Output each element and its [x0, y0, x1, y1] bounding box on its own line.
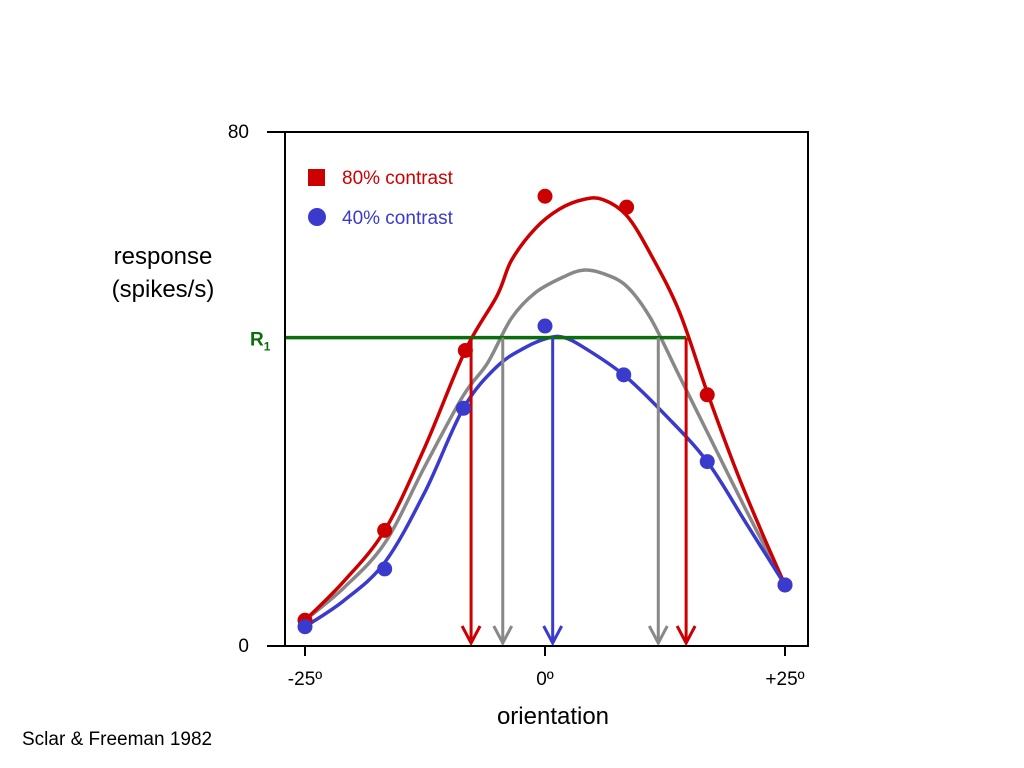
data-point-s1-6 [777, 577, 793, 593]
curve-unlabeled [303, 268, 787, 623]
y-axis-label-line-2: (spikes/s) [111, 276, 215, 303]
threshold-label: R1 [250, 330, 271, 354]
curve-40-contrast [303, 334, 787, 629]
data-point-s0-1 [377, 522, 393, 538]
y-tick-label-1: 80 [228, 122, 249, 143]
arrows-layer [460, 337, 697, 647]
data-point-s0-4 [619, 199, 635, 215]
arrow-head-2 [542, 625, 564, 647]
x-tick-label-1: 0º [536, 669, 554, 690]
legend-marker-0 [308, 169, 325, 186]
y-axis-label-line-1: response [113, 243, 213, 270]
y-tick-label-0: 0 [238, 636, 249, 657]
points-layer [297, 188, 793, 635]
data-point-s1-4 [616, 367, 632, 383]
data-point-s1-3 [537, 318, 553, 334]
legend-label-0: 80% contrast [342, 168, 454, 189]
data-point-s1-2 [455, 400, 471, 416]
x-tick-label-2: +25º [765, 669, 804, 690]
data-point-s1-1 [377, 561, 393, 577]
citation: Sclar & Freeman 1982 [22, 729, 213, 750]
arrow-head-3 [647, 625, 669, 647]
threshold-label-subscript: 1 [264, 340, 271, 354]
legend: 80% contrast 40% contrast [308, 168, 454, 229]
data-point-s1-5 [699, 454, 715, 470]
arrow-head-4 [675, 625, 697, 647]
data-point-s0-3 [537, 188, 553, 204]
legend-marker-1 [308, 208, 326, 226]
arrow-head-1 [492, 625, 514, 647]
curves-layer [303, 196, 787, 629]
curve-80-contrast [303, 196, 787, 623]
x-tick-label-0: -25º [288, 669, 322, 690]
data-point-s0-2 [457, 342, 473, 358]
legend-label-1: 40% contrast [342, 208, 454, 229]
x-axis-label: orientation [496, 703, 610, 730]
arrow-head-0 [460, 625, 482, 647]
y-axis-label: response (spikes/s) [88, 240, 238, 306]
data-point-s1-0 [297, 619, 313, 635]
ticks-layer: -25º 0º +25º 0 80 [228, 122, 805, 690]
data-point-s0-5 [699, 387, 715, 403]
plot-frame [284, 131, 809, 647]
